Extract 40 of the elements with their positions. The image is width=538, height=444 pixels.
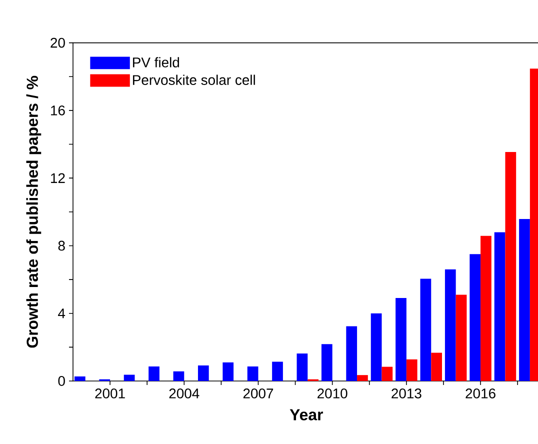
bar — [456, 294, 467, 381]
x-tick-label: 2016 — [466, 388, 496, 398]
y-tick-label: 20 — [50, 38, 65, 48]
bar — [198, 365, 209, 381]
x-tick-label: 2010 — [318, 388, 348, 398]
legend-label: PV field — [133, 57, 180, 68]
bar — [272, 362, 283, 381]
y-tick-label: 8 — [58, 240, 65, 251]
bar — [296, 353, 308, 381]
bar — [444, 269, 456, 381]
bar — [406, 359, 418, 381]
bar — [505, 152, 516, 381]
bar — [148, 366, 160, 381]
bar — [173, 371, 184, 381]
bar — [480, 236, 492, 381]
x-axis-title: Year — [290, 409, 324, 420]
bar — [370, 313, 382, 381]
y-tick-label: 12 — [51, 173, 65, 183]
bar — [74, 376, 86, 381]
y-tick-label: 16 — [51, 105, 65, 116]
y-axis-title: Growth rate of published papers / % — [26, 76, 42, 348]
bar — [494, 232, 506, 381]
x-tick-label: 2007 — [243, 388, 274, 398]
bar — [124, 374, 135, 381]
bar — [396, 298, 406, 381]
bar — [321, 344, 332, 381]
x-tick-label: 2013 — [392, 388, 422, 398]
bar — [222, 362, 234, 381]
x-tick-label: 2004 — [169, 388, 200, 398]
bar — [420, 278, 432, 381]
legend-label: Pervoskite solar cell — [133, 74, 255, 85]
bar — [470, 254, 481, 381]
bar — [431, 352, 442, 381]
y-tick-label: 4 — [58, 308, 66, 318]
y-tick-label: 0 — [58, 376, 65, 386]
bar — [346, 326, 358, 381]
bar — [382, 366, 393, 381]
bar — [247, 366, 258, 381]
bar — [357, 375, 368, 381]
x-tick-label: 2001 — [95, 388, 125, 398]
